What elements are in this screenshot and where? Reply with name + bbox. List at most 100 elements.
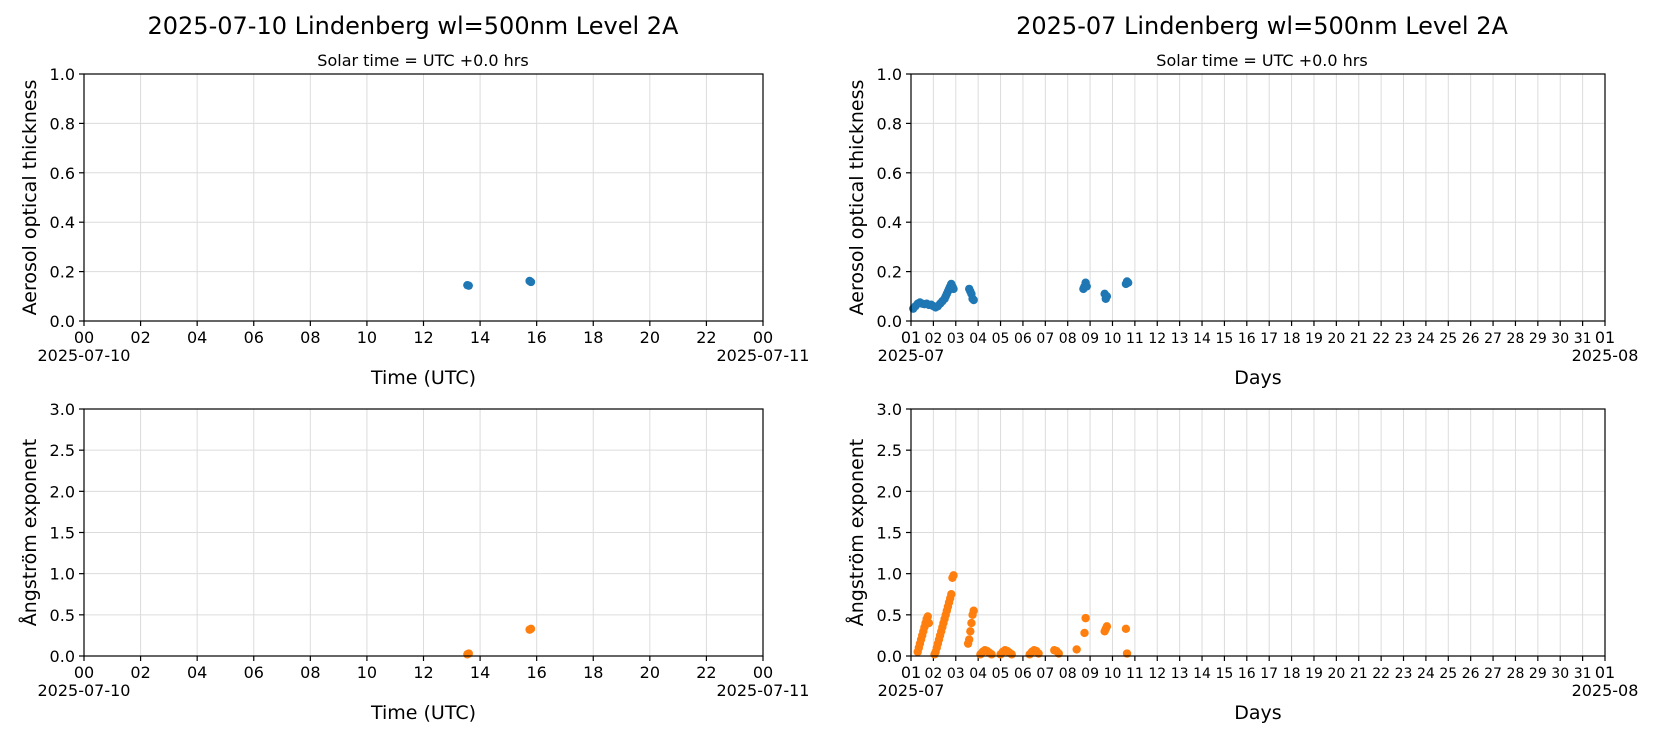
bottom-right-xtick-label: 31 <box>1574 666 1592 682</box>
top-right-frame <box>910 73 1606 322</box>
top-left-xtick-label: 18 <box>583 328 603 347</box>
top-left-xtick-label: 00 <box>74 328 94 347</box>
bottom-left-xtick-label: 06 <box>244 663 264 682</box>
bottom-right-point <box>1080 628 1089 638</box>
top-right-xtick-label: 03 <box>947 331 965 347</box>
bottom-right-xtick-label: 12 <box>1148 666 1166 682</box>
top-left-date-left: 2025-07-10 <box>38 346 131 365</box>
top-right-xtick-label: 10 <box>1104 331 1122 347</box>
bottom-right-point <box>923 612 932 621</box>
top-right-ytick-label: 0.4 <box>877 213 902 232</box>
top-left-xtick-label: 12 <box>413 328 433 347</box>
subtitle-monthly: Solar time = UTC +0.0 hrs <box>1156 51 1367 70</box>
bottom-right-xtick-label: 30 <box>1551 666 1569 682</box>
bottom-right-xtick-label: 18 <box>1283 666 1301 682</box>
bottom-right-xtick-label: 05 <box>992 666 1010 682</box>
top-right-date-right: 2025-08 <box>1572 346 1639 365</box>
top-right-xtick-label: 01 <box>1595 328 1615 347</box>
bottom-right-xtick-label: 08 <box>1059 666 1077 682</box>
bottom-right-point <box>1081 613 1090 623</box>
top-left-xtick-label: 04 <box>187 328 207 347</box>
bottom-right-xtick-label: 26 <box>1462 666 1480 682</box>
bottom-left-xtick-label: 04 <box>187 663 207 682</box>
bottom-right-point <box>924 618 934 628</box>
top-right-xtick-label: 14 <box>1193 331 1211 347</box>
top-left-xtick-label: 00 <box>753 328 773 347</box>
bottom-left-xtick-label: 18 <box>583 663 603 682</box>
top-right-xtick-label: 07 <box>1036 331 1054 347</box>
bottom-left-xtick-label: 00 <box>74 663 94 682</box>
top-right-point <box>1102 292 1112 301</box>
top-right-ytick-label: 0.2 <box>877 263 902 282</box>
bottom-right-frame <box>910 408 1606 657</box>
top-left-ytick-label: 0.8 <box>50 114 75 133</box>
bottom-right-point <box>966 627 975 636</box>
top-left-xlabel: Time (UTC) <box>370 367 476 389</box>
top-left-xtick-label: 08 <box>300 328 320 347</box>
bottom-left-ytick-label: 0.5 <box>50 606 75 625</box>
top-right-xtick-label: 19 <box>1305 331 1323 347</box>
top-right-xtick-label: 29 <box>1529 331 1547 347</box>
bottom-right-xtick-label: 14 <box>1193 666 1211 682</box>
top-right-point <box>969 295 978 305</box>
top-right-xtick-label: 09 <box>1081 331 1099 347</box>
bottom-right-ytick-label: 1.5 <box>877 524 902 543</box>
bottom-right-xtick-label: 15 <box>1216 666 1234 682</box>
bottom-right-ytick-label: 3.0 <box>877 400 902 419</box>
top-left-xtick-label: 22 <box>696 328 716 347</box>
bottom-right-point <box>967 618 976 628</box>
top-right-ytick-label: 0.8 <box>877 114 902 133</box>
title-monthly: 2025-07 Lindenberg wl=500nm Level 2A <box>1016 12 1508 40</box>
bottom-right-ylabel: Ångström exponent <box>845 439 868 627</box>
top-left-point <box>526 277 536 287</box>
bottom-right-date-right: 2025-08 <box>1572 681 1639 700</box>
bottom-right-xlabel: Days <box>1234 702 1281 724</box>
bottom-right-xtick-label: 01 <box>901 663 921 682</box>
bottom-right-xtick-label: 01 <box>1595 663 1615 682</box>
bottom-right-xtick-label: 24 <box>1417 666 1435 682</box>
bottom-right-point <box>1102 622 1112 631</box>
bottom-right-point <box>1072 645 1081 654</box>
bottom-left-date-left: 2025-07-10 <box>38 681 131 700</box>
bottom-right-xtick-label: 17 <box>1260 666 1278 682</box>
top-left-xtick-label: 06 <box>244 328 264 347</box>
top-right-xtick-label: 26 <box>1462 331 1480 347</box>
bottom-left-ylabel: Ångström exponent <box>18 439 41 627</box>
top-right-date-left: 2025-07 <box>878 346 945 365</box>
top-right-xtick-label: 08 <box>1059 331 1077 347</box>
top-right-xlabel: Days <box>1234 367 1281 389</box>
top-right-xtick-label: 24 <box>1417 331 1435 347</box>
top-left-xtick-label: 20 <box>640 328 660 347</box>
bottom-left-ytick-label: 2.5 <box>50 441 75 460</box>
bottom-right-xtick-label: 02 <box>924 666 942 682</box>
bottom-right-point <box>1121 624 1131 634</box>
bottom-left-point <box>526 624 536 634</box>
bottom-left-xtick-label: 08 <box>300 663 320 682</box>
bottom-left-date-right: 2025-07-11 <box>717 681 810 700</box>
top-right-xtick-label: 31 <box>1574 331 1592 347</box>
top-right-xtick-label: 21 <box>1350 331 1368 347</box>
top-left-ytick-label: 0.0 <box>50 312 75 331</box>
top-left-ytick-label: 0.6 <box>50 164 75 183</box>
top-right-xtick-label: 06 <box>1014 331 1032 347</box>
top-left-date-right: 2025-07-11 <box>717 346 810 365</box>
top-right-ytick-label: 0.6 <box>877 164 902 183</box>
top-left-xtick-label: 14 <box>470 328 490 347</box>
bottom-right-point <box>987 650 996 659</box>
bottom-right-ytick-label: 1.0 <box>877 565 902 584</box>
bottom-right-xtick-label: 29 <box>1529 666 1547 682</box>
bottom-left-ytick-label: 1.5 <box>50 524 75 543</box>
title-daily: 2025-07-10 Lindenberg wl=500nm Level 2A <box>148 12 680 40</box>
bottom-left-ytick-label: 0.0 <box>50 647 75 666</box>
top-right-ytick-label: 1.0 <box>877 65 902 84</box>
bottom-right-point <box>965 635 974 644</box>
bottom-left-frame <box>83 408 764 657</box>
bottom-right-ytick-label: 2.5 <box>877 441 902 460</box>
bottom-left-xtick-label: 12 <box>413 663 433 682</box>
top-right-point <box>1123 278 1133 287</box>
top-right-xtick-label: 12 <box>1148 331 1166 347</box>
top-right-xtick-label: 27 <box>1484 331 1502 347</box>
bottom-left-xtick-label: 14 <box>470 663 490 682</box>
top-right-xtick-label: 17 <box>1260 331 1278 347</box>
bottom-left-xtick-label: 02 <box>130 663 150 682</box>
